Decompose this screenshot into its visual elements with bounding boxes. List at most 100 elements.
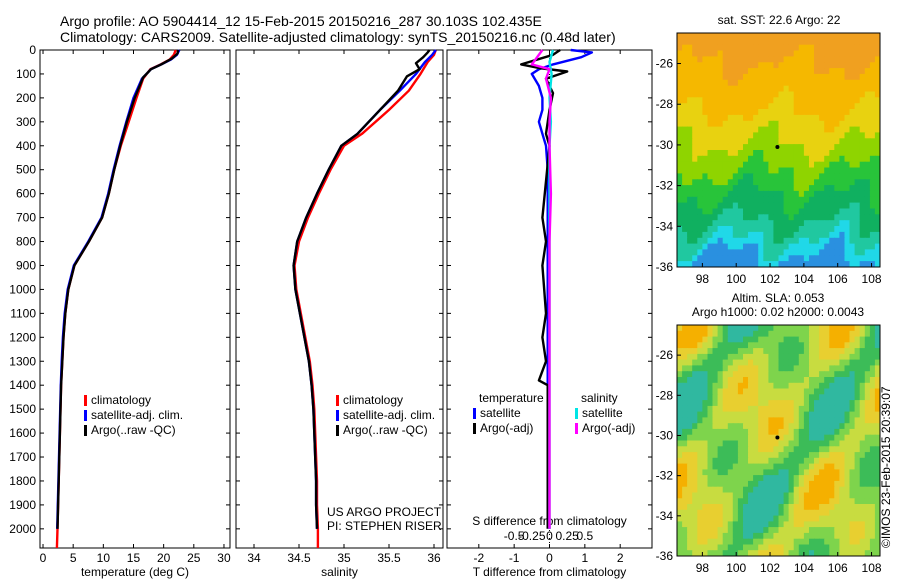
temperature-xtick-label: 10 xyxy=(97,551,111,565)
temperature-legend-swatch xyxy=(84,425,87,436)
salinity-xlabel: salinity xyxy=(321,565,358,579)
depth-tick-label: 700 xyxy=(16,211,36,225)
sla-map-xtick-label: 98 xyxy=(696,561,710,575)
sla-map-field xyxy=(677,325,880,556)
sla-map-xtick-label: 104 xyxy=(794,561,814,575)
sst-map-title: sat. SST: 22.6 Argo: 22 xyxy=(718,13,841,27)
difference-legend-title: salinity xyxy=(581,391,618,405)
sla-map-ytick-label: -28 xyxy=(656,388,674,402)
sst-map-frame xyxy=(676,32,881,268)
temperature-xtick-label: 0 xyxy=(40,551,47,565)
depth-tick-label: 1600 xyxy=(9,426,36,440)
sla-map-ytick-label: -36 xyxy=(656,549,674,563)
difference-series-argo-adj- xyxy=(520,49,569,529)
salinity-xtick-label: 35.5 xyxy=(377,551,401,565)
sst-map-xtick-label: 102 xyxy=(760,272,780,286)
temperature-xlabel: temperature (deg C) xyxy=(81,565,189,579)
difference-s-tick-label: 0.5 xyxy=(577,529,594,543)
salinity-series-argo-raw-qc- xyxy=(292,49,431,529)
imos-timestamp: ©IMOS 23-Feb-2015 20:39:07 xyxy=(879,386,893,548)
difference-legend-swatch xyxy=(575,408,578,419)
sla-map-xtick-label: 108 xyxy=(862,561,882,575)
depth-tick-label: 1300 xyxy=(9,354,36,368)
profile-location-marker xyxy=(775,145,780,150)
difference-legend-label: Argo(-adj) xyxy=(582,421,635,435)
sst-map-ytick-label: -36 xyxy=(656,260,674,274)
sst-map-field xyxy=(677,33,880,267)
difference-xtick-label: -1 xyxy=(509,551,520,565)
sst-map-ytick-label: -30 xyxy=(656,138,674,152)
difference-s-tick-label: 0.25 xyxy=(555,529,579,543)
sst-map-xtick-label: 106 xyxy=(828,272,848,286)
depth-tick-label: 2000 xyxy=(9,522,36,536)
temperature-legend-label: climatology xyxy=(91,393,151,407)
sst-map-xtick-label: 98 xyxy=(696,272,710,286)
depth-tick-label: 1100 xyxy=(10,306,36,320)
depth-tick-label: 500 xyxy=(16,163,36,177)
salinity-legend-label: satellite-adj. clim. xyxy=(343,408,435,422)
profile-location-marker xyxy=(775,435,780,440)
pi-annotation: PI: STEPHEN RISER xyxy=(327,519,442,533)
salinity-legend-swatch xyxy=(336,410,339,421)
depth-tick-label: 1900 xyxy=(9,498,36,512)
salinity-plot-frame xyxy=(235,49,444,549)
sst-map-xtick-label: 108 xyxy=(862,272,882,286)
temperature-legend-swatch xyxy=(84,395,87,406)
salinity-xtick-label: 34.5 xyxy=(287,551,311,565)
salinity-legend-swatch xyxy=(336,425,339,436)
temperature-xtick-label: 20 xyxy=(157,551,171,565)
temperature-series-satellite-adj-clim- xyxy=(56,49,181,529)
sla-map-ytick-label: -30 xyxy=(656,428,674,442)
sla-map-title: Altim. SLA: 0.053 xyxy=(732,291,825,305)
sla-map-xtick-label: 106 xyxy=(828,561,848,575)
sst-map-ytick-label: -32 xyxy=(656,179,674,193)
depth-tick-label: 200 xyxy=(16,91,36,105)
difference-series-argo-adj- xyxy=(530,49,553,529)
salinity-xtick-label: 36 xyxy=(427,551,441,565)
temperature-xtick-label: 25 xyxy=(187,551,201,565)
difference-legend-label: satellite xyxy=(582,406,623,420)
difference-legend-title: temperature xyxy=(479,391,544,405)
depth-tick-label: 0 xyxy=(29,43,36,57)
difference-s-tick-label: -0.25 xyxy=(518,529,546,543)
depth-tick-label: 1800 xyxy=(9,474,36,488)
difference-legend-label: satellite xyxy=(480,406,521,420)
project-annotation: US ARGO PROJECT xyxy=(327,505,442,519)
depth-tick-label: 600 xyxy=(16,187,36,201)
depth-tick-label: 800 xyxy=(16,235,36,249)
temperature-series-argo-raw-qc- xyxy=(56,49,180,529)
temperature-xtick-label: 30 xyxy=(217,551,231,565)
sst-map-ytick-label: -34 xyxy=(656,219,674,233)
sst-map-xtick-label: 100 xyxy=(726,272,746,286)
temperature-xtick-label: 15 xyxy=(127,551,141,565)
sst-map-xtick-label: 104 xyxy=(794,272,814,286)
sst-map-ytick-label: -26 xyxy=(656,57,674,71)
salinity-legend-swatch xyxy=(336,395,339,406)
sla-map-ytick-label: -26 xyxy=(656,348,674,362)
salinity-legend-label: Argo(..raw -QC) xyxy=(343,423,428,437)
difference-xlabel: T difference from climatology xyxy=(473,565,627,579)
depth-tick-label: 100 xyxy=(16,67,36,81)
difference-xtick-label: 1 xyxy=(582,551,589,565)
depth-tick-label: 300 xyxy=(16,115,36,129)
sst-map-ytick-label: -28 xyxy=(656,97,674,111)
temperature-legend-label: Argo(..raw -QC) xyxy=(91,423,176,437)
difference-series-satellite xyxy=(530,48,594,529)
temperature-legend-label: satellite-adj. clim. xyxy=(91,408,183,422)
difference-xtick-label: -2 xyxy=(473,551,484,565)
sla-map-ytick-label: -34 xyxy=(656,509,674,523)
difference-xtick-label: 2 xyxy=(617,551,624,565)
depth-tick-label: 1000 xyxy=(9,282,36,296)
difference-legend-label: Argo(-adj) xyxy=(480,421,533,435)
temperature-series-climatology xyxy=(55,49,177,549)
sla-map-ytick-label: -32 xyxy=(656,469,674,483)
depth-tick-label: 1500 xyxy=(9,402,36,416)
salinity-legend-label: climatology xyxy=(343,393,403,407)
depth-tick-label: 1200 xyxy=(9,330,36,344)
temperature-plot-frame xyxy=(39,49,231,549)
header-line-2: Climatology: CARS2009. Satellite-adjuste… xyxy=(60,29,616,45)
difference-legend-swatch xyxy=(575,423,578,434)
depth-tick-label: 900 xyxy=(16,258,36,272)
